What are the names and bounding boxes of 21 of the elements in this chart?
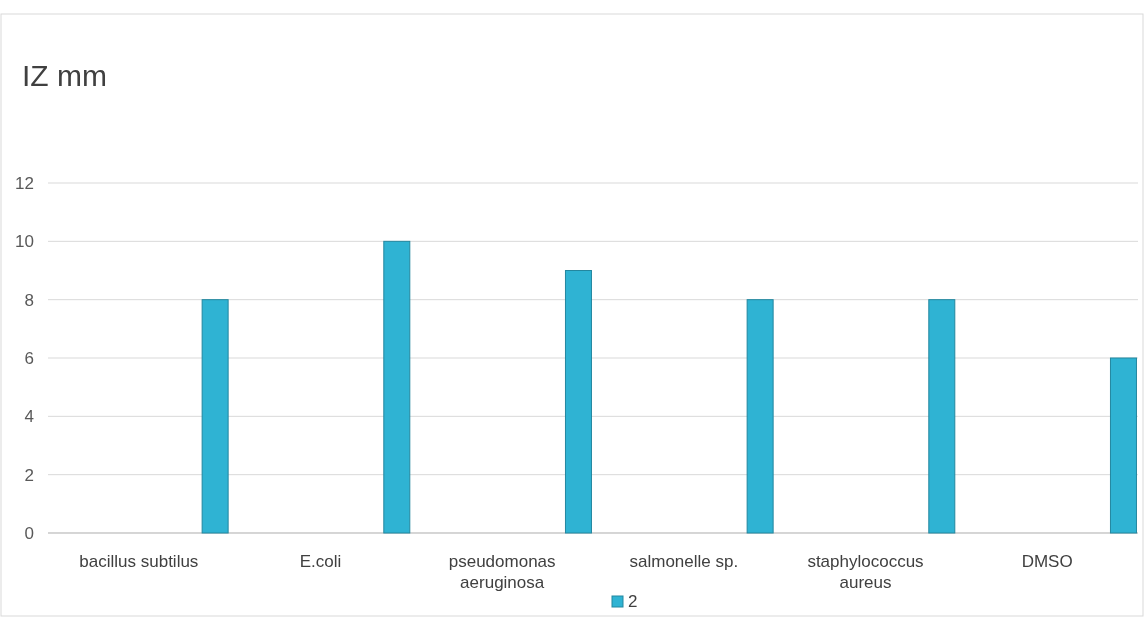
y-tick-label: 2 xyxy=(24,465,34,485)
y-tick-label: 12 xyxy=(15,173,34,193)
x-tick-label: pseudomonas aeruginosa xyxy=(448,552,556,593)
bar xyxy=(746,299,774,534)
bar xyxy=(1109,357,1137,534)
x-tick-label: E.coli xyxy=(299,552,342,572)
x-tick-label: staphylococcus aureus xyxy=(807,552,924,593)
y-tick-label: 8 xyxy=(24,290,34,310)
bar xyxy=(201,299,229,534)
chart-title: IZ mm xyxy=(22,59,107,92)
x-tick-label: bacillus subtilus xyxy=(79,552,199,572)
bar xyxy=(564,270,592,534)
y-tick-label: 4 xyxy=(24,407,34,427)
x-tick-label: salmonelle sp. xyxy=(629,552,739,572)
bar xyxy=(383,240,411,534)
bar xyxy=(928,299,956,534)
x-tick-label: DMSO xyxy=(1021,552,1073,572)
y-tick-label: 10 xyxy=(15,232,34,252)
y-tick-label: 6 xyxy=(24,348,34,368)
legend-label: 2 xyxy=(628,592,638,611)
y-tick-label: 0 xyxy=(24,523,34,543)
